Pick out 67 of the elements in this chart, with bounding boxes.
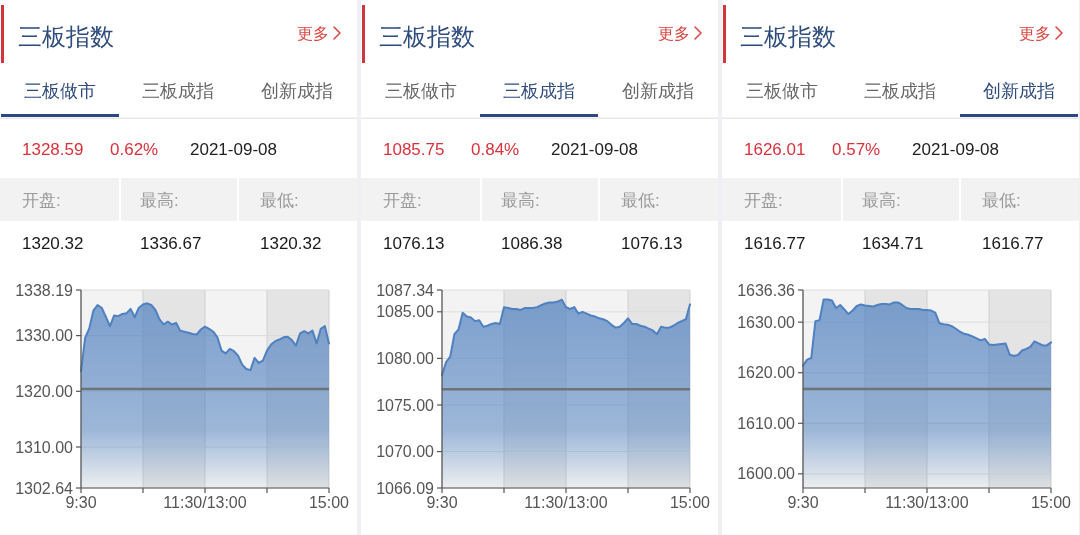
text: 创新成指 [261,81,333,101]
text: 0.84% [471,140,520,159]
y-tick-label: 1085.00 [376,303,435,321]
y-tick-label: 1610.00 [737,414,796,432]
text: 最低: [260,191,299,210]
y-tick-label: 1600.00 [737,465,796,483]
text: 最高: [862,191,901,210]
text: 开盘: [744,191,783,210]
y-tick-label: 1630.00 [737,313,796,331]
y-tick-label: 1302.64 [15,479,74,497]
y-tick-label: 1070.00 [376,443,435,461]
text: 2021-09-08 [551,140,638,159]
chart-title: 三板指数 [18,23,114,50]
x-tick-label: 15:00 [308,494,350,511]
text: 最低: [982,191,1021,210]
text: 0.57% [832,140,881,159]
x-tick-label: 11:30/13:00 [524,494,608,511]
text: 更多 [297,25,329,42]
text: 创新成指 [983,81,1055,101]
text: 创新成指 [622,81,694,101]
text: 三板成指 [503,81,575,101]
x-tick-label: 9:30 [65,494,97,511]
text: 三板做市 [24,81,96,101]
text: 三板成指 [864,81,936,101]
text: 更多 [1019,25,1051,42]
text: 1336.67 [140,234,202,253]
text: 1328.59 [22,140,84,159]
y-tick-label: 1087.34 [376,281,435,299]
chart-title: 三板指数 [740,23,836,50]
text: 1616.77 [982,234,1044,253]
text: 0.62% [110,140,159,159]
y-tick-label: 1338.19 [15,281,74,299]
text: 开盘: [22,191,61,210]
x-tick-label: 9:30 [426,494,458,511]
text: 2021-09-08 [190,140,277,159]
text: 1634.71 [862,234,924,253]
y-tick-label: 1330.00 [15,327,74,345]
x-tick-label: 9:30 [787,494,819,511]
text: 1076.13 [383,234,445,253]
y-tick-label: 1320.00 [15,382,74,400]
text: 1085.75 [383,140,445,159]
y-tick-label: 1080.00 [376,349,435,367]
text: 更多 [658,25,690,42]
y-tick-label: 1620.00 [737,364,796,382]
text: 三板做市 [746,81,818,101]
x-tick-label: 11:30/13:00 [885,494,969,511]
text: 开盘: [383,191,422,210]
y-tick-label: 1310.00 [15,438,74,456]
text: 1626.01 [744,140,806,159]
text: 1320.32 [22,234,84,253]
text: 最低: [621,191,660,210]
text: 1086.38 [501,234,563,253]
text: 1076.13 [621,234,683,253]
x-tick-label: 15:00 [1030,494,1072,511]
text: 最高: [140,191,179,210]
y-tick-label: 1636.36 [737,281,796,299]
y-tick-label: 1066.09 [376,479,435,497]
y-tick-label: 1075.00 [376,396,435,414]
text: 2021-09-08 [912,140,999,159]
text: 1616.77 [744,234,806,253]
text: 三板做市 [385,81,457,101]
chart-title: 三板指数 [379,23,475,50]
text: 最高: [501,191,540,210]
text: 1320.32 [260,234,322,253]
text: 三板成指 [142,81,214,101]
x-tick-label: 15:00 [669,494,711,511]
x-tick-label: 11:30/13:00 [163,494,247,511]
